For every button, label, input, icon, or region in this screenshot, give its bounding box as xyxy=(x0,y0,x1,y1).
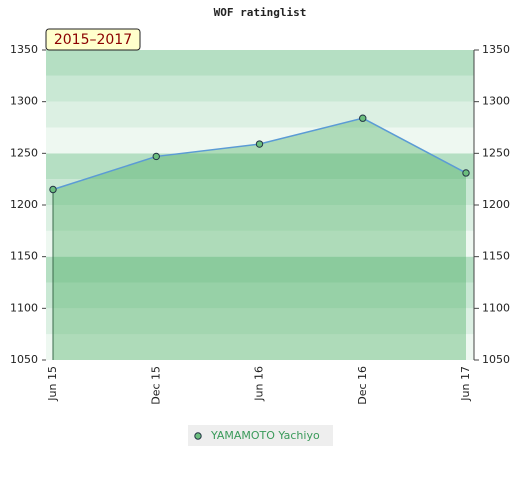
band xyxy=(46,153,474,180)
y-tick-label: 1350 xyxy=(10,43,38,56)
y2-tick-label: 1300 xyxy=(482,95,510,108)
band xyxy=(46,179,474,205)
y2-tick-label: 1100 xyxy=(482,301,510,314)
band xyxy=(46,230,474,257)
band xyxy=(46,75,474,102)
band xyxy=(46,282,474,309)
y-tick-label: 1150 xyxy=(10,250,38,263)
band xyxy=(46,308,474,335)
band xyxy=(46,205,474,231)
point xyxy=(152,152,160,161)
x-tick-label: Dec 15 xyxy=(149,366,162,405)
badge: 2015–2017 xyxy=(54,32,132,48)
point xyxy=(255,140,264,148)
y-tick-label: 1050 xyxy=(10,353,38,366)
badge-box xyxy=(45,28,141,51)
y2-tick-label: 1250 xyxy=(482,146,510,159)
y-tick-label: 1300 xyxy=(10,95,38,108)
y-tick-label: 1250 xyxy=(10,146,38,159)
band xyxy=(46,50,474,76)
point xyxy=(462,169,470,177)
point xyxy=(359,114,367,122)
band xyxy=(46,101,474,128)
y2-tick-label: 1050 xyxy=(482,353,510,366)
legend-box xyxy=(188,425,333,446)
y-tick-label: 1100 xyxy=(10,301,38,314)
point xyxy=(49,185,57,194)
y-tick-label: 1200 xyxy=(10,198,38,211)
x-tick-label: Jun 16 xyxy=(253,366,266,402)
chart-title: WOF ratinglist xyxy=(214,6,307,19)
background-bands xyxy=(46,50,474,360)
x-tick-label: Jun 17 xyxy=(459,366,472,402)
y2-tick-label: 1350 xyxy=(482,43,510,56)
area xyxy=(53,118,466,360)
band xyxy=(46,256,474,283)
y2-tick-label: 1200 xyxy=(482,198,510,211)
band xyxy=(46,334,474,360)
y2-tick-label: 1150 xyxy=(482,250,510,263)
x-tick-label: Dec 16 xyxy=(356,366,369,405)
legend-marker xyxy=(194,432,202,440)
legend-label: YAMAMOTO Yachiyo xyxy=(210,429,320,442)
x-tick-label: Jun 15 xyxy=(46,366,59,402)
